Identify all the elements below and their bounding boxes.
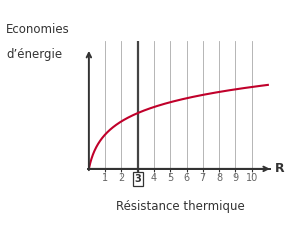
Text: 1: 1 [102,173,108,183]
Text: 5: 5 [167,173,173,183]
Text: 9: 9 [232,173,239,183]
Text: d’énergie: d’énergie [6,48,62,61]
Text: 10: 10 [245,173,258,183]
Text: 7: 7 [200,173,206,183]
Text: Résistance thermique: Résistance thermique [116,200,244,213]
Text: 3: 3 [134,174,141,184]
Text: 2: 2 [118,173,124,183]
Text: Economies: Economies [6,23,70,36]
Text: 4: 4 [151,173,157,183]
Text: 8: 8 [216,173,222,183]
Text: R: R [275,162,285,175]
Text: 6: 6 [183,173,190,183]
